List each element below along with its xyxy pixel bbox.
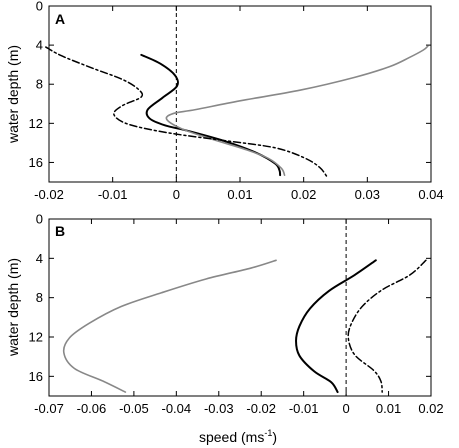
y-tick-label-a: 0 [36, 0, 43, 14]
x-tick-label-a: 0.03 [355, 187, 380, 202]
y-axis-label-a: water depth (m) [5, 45, 21, 144]
y-tick-label-a: 12 [29, 116, 43, 131]
x-tick-label-a: 0.01 [227, 187, 252, 202]
x-tick-label-a: -0.01 [98, 187, 128, 202]
y-tick-label-a: 4 [36, 38, 43, 53]
x-tick-label-b: -0.02 [246, 401, 276, 416]
x-tick-label-a: -0.02 [34, 187, 64, 202]
x-axis-label-sup: -1 [264, 428, 272, 438]
x-tick-label-b: 0.01 [376, 401, 401, 416]
x-tick-label-a: 0 [173, 187, 180, 202]
chart-marks-b: -0.07 -0.06 -0.05 -0.04 -0.03 -0.02 -0.01 0 0.01… [29, 212, 444, 417]
x-tick-label-b: 0.02 [418, 401, 443, 416]
x-axis-label-main: speed (ms [199, 429, 264, 445]
x-tick-label-a: 0.04 [418, 187, 443, 202]
x-tick-label-b: -0.05 [119, 401, 149, 416]
x-tick-label-b: -0.03 [204, 401, 234, 416]
x-tick-label-a: 0.02 [291, 187, 316, 202]
x-tick-label-b: 0 [342, 401, 349, 416]
x-tick-label-b: -0.07 [34, 401, 64, 416]
y-tick-label-a: 16 [29, 155, 43, 170]
y-tick-label-a: 8 [36, 77, 43, 92]
series-line-a-1 [140, 53, 282, 177]
series-line-b-2 [295, 259, 377, 394]
plot-frame-b [48, 218, 432, 397]
panel-b: -0.07 -0.06 -0.05 -0.04 -0.03 -0.02 -0.01 0 0.01… [5, 212, 444, 446]
series-line-a-2 [165, 45, 429, 176]
y-tick-label-b: 8 [36, 290, 43, 305]
series-line-b-1 [62, 259, 277, 393]
panel-label-b: B [55, 223, 65, 239]
y-axis-label-b: water depth (m) [5, 258, 21, 357]
chart-marks-a: -0.02 -0.01 0 0.01 0.02 0.03 0.04 0 4 8 12 16 [29, 0, 444, 202]
y-tick-label-b: 4 [36, 251, 43, 266]
x-axis-label-b: speed (ms-1) [199, 428, 277, 445]
panel-label-a: A [55, 11, 65, 27]
x-tick-label-b: -0.06 [77, 401, 107, 416]
x-tick-label-b: -0.01 [289, 401, 319, 416]
series-line-b-3 [347, 259, 427, 393]
plot-frame-a [48, 5, 432, 183]
y-tick-label-b: 0 [36, 212, 43, 227]
x-axis-label-end: ) [272, 429, 277, 445]
y-tick-label-b: 12 [29, 330, 43, 345]
panel-a: -0.02 -0.01 0 0.01 0.02 0.03 0.04 0 4 8 12 16 A wat… [5, 0, 444, 202]
x-tick-label-b: -0.04 [162, 401, 192, 416]
y-tick-label-b: 16 [29, 369, 43, 384]
series-line-a-3 [45, 46, 329, 179]
